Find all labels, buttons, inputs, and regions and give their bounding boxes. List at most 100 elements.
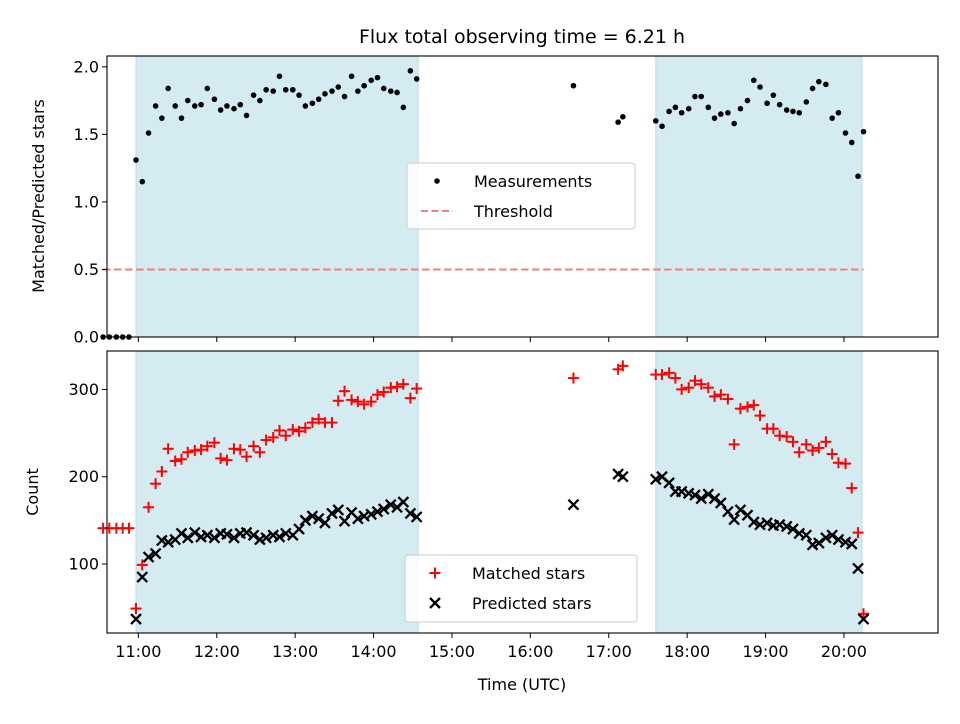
data-point [172,103,179,109]
data-point [378,386,390,398]
x-tick-label: 11:00 [115,642,161,661]
data-point [201,529,214,542]
data-point [656,369,668,381]
data-point [145,130,152,136]
data-point [820,532,832,544]
y-ticks-counts: 100 200 300 [68,380,107,574]
data-point [846,482,858,494]
data-point [666,108,672,115]
data-point [293,523,305,535]
data-point [829,115,835,121]
data-point [143,501,155,513]
data-point [380,85,387,92]
data-point [204,85,211,92]
data-point [796,109,803,116]
data-point [669,372,681,384]
data-point [322,91,328,97]
data-point [263,86,269,93]
data-point [728,438,740,450]
data-point [306,510,319,522]
data-point [237,101,244,108]
data-point [652,118,659,124]
data-point [803,99,810,105]
data-point [182,446,194,458]
data-point [346,394,358,406]
data-point [685,105,692,112]
x-ticks-ratio [137,337,845,342]
y-tick-label: 1.0 [74,192,99,211]
data-point [150,478,162,490]
data-point [159,115,165,121]
data-point [855,173,861,180]
data-point [149,547,162,560]
data-point [663,367,675,379]
data-point [299,422,311,434]
data-point [715,389,727,401]
data-point [188,526,201,539]
data-point [355,88,361,94]
data-point [248,440,260,452]
data-point [165,85,171,92]
data-point [715,497,727,509]
data-point [683,382,695,394]
data-point [136,559,148,571]
legend-marker [434,178,440,184]
data-point [287,424,299,436]
data-point [374,74,381,81]
data-point [410,511,423,523]
series-matched-stars [97,360,870,620]
data-point [198,101,204,108]
legend-label: Predicted stars [472,594,592,613]
data-point [781,431,793,443]
data-point [659,123,665,130]
data-point [570,82,577,89]
data-point [195,444,207,456]
data-point [338,515,351,528]
data-point [761,517,773,529]
data-point [809,85,816,92]
data-point [708,492,721,505]
data-point [787,523,799,535]
data-point [397,378,409,390]
data-point [698,93,705,100]
x-tick-label: 16:00 [507,642,553,661]
data-point [169,455,181,467]
data-point [835,109,842,116]
panel-counts: Count 100 200 300 11:00 12:00 13:00 14:00 15:00… [23,350,939,661]
legend-marker [429,597,441,609]
axes-frame-ratio [106,55,939,338]
data-point [293,425,305,437]
shaded-interval [655,55,863,338]
data-point [728,513,740,526]
x-tick-label: 14:00 [350,642,396,661]
data-point [764,100,770,107]
data-point [800,438,812,450]
data-point [352,396,364,408]
series-predicted-stars [130,468,870,625]
x-axis-label: Time (UTC) [477,675,566,694]
data-point [754,410,766,422]
data-point [260,434,272,446]
data-point [852,562,864,575]
legend-label: Matched stars [472,564,585,583]
data-point [224,103,230,109]
data-point [247,529,260,542]
data-point [813,537,825,549]
data-point [404,507,417,520]
data-point [240,526,253,539]
legend-ratio: Measurements Threshold [406,162,636,230]
data-point [162,443,174,455]
x-tick-label: 15:00 [429,642,475,661]
y-ticks-ratio: 0.0 0.5 1.0 1.5 2.0 [74,57,107,347]
x-tick-label: 19:00 [742,642,788,661]
y-tick-label: 0.0 [74,328,99,347]
data-point [783,107,790,113]
data-point [391,381,403,393]
data-point [136,571,149,583]
data-point [649,473,662,486]
data-point [358,398,370,410]
data-point [695,378,707,390]
data-point [747,516,760,528]
